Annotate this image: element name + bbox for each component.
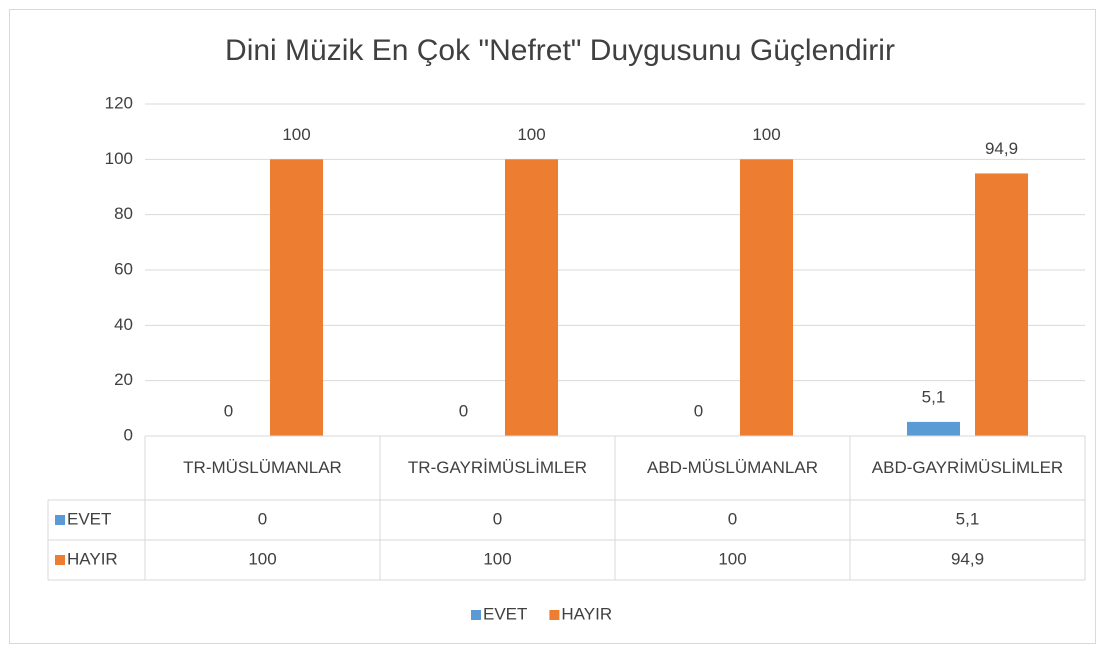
table-cell: 100 [718, 549, 746, 568]
x-tick-label-box: ABD-GAYRİMÜSLİMLER [871, 457, 1064, 477]
x-tick-label: TR-MÜSLÜMANLAR [183, 457, 342, 477]
data-label: 94,9 [985, 139, 1018, 158]
x-tick-label: ABD-MÜSLÜMANLAR [647, 457, 818, 477]
y-tick-label: 0 [124, 425, 133, 444]
legend-key [471, 610, 481, 620]
legend-key [549, 610, 560, 620]
x-tick-label-box: TR-GAYRİMÜSLİMLER [407, 457, 588, 477]
bar [505, 159, 558, 437]
y-tick-label: 120 [105, 93, 133, 112]
x-tick-label-box: TR-MÜSLÜMANLAR [183, 457, 342, 477]
data-label: 100 [752, 125, 780, 144]
data-label: 100 [517, 125, 545, 144]
table-legend-key [55, 555, 65, 565]
bar [907, 421, 960, 436]
data-label: 100 [282, 125, 310, 144]
table-cell: 0 [493, 509, 502, 528]
legend-label: EVET [483, 604, 527, 623]
table-row-label: HAYIR [67, 549, 118, 568]
x-tick-label: TR-GAYRİMÜSLİMLER [407, 457, 588, 477]
x-tick-label-box: ABD-MÜSLÜMANLAR [647, 457, 818, 477]
table-cell: 94,9 [951, 549, 984, 568]
table-row-label: EVET [67, 509, 111, 528]
legend-label: HAYIR [561, 604, 612, 623]
table-cell: 100 [483, 549, 511, 568]
data-label: 5,1 [922, 387, 946, 406]
data-label: 0 [224, 401, 233, 420]
table-cell: 100 [248, 549, 276, 568]
chart-title: Dini Müzik En Çok "Nefret" Duygusunu Güç… [225, 34, 895, 67]
x-tick-label: ABD-GAYRİMÜSLİMLER [871, 457, 1064, 477]
y-tick-label: 100 [105, 149, 133, 168]
table-cell: 0 [728, 509, 737, 528]
y-tick-label: 80 [114, 204, 133, 223]
bar [270, 159, 323, 437]
y-tick-label: 40 [114, 315, 133, 334]
y-tick-label: 20 [114, 370, 133, 389]
bar [740, 159, 793, 437]
table-legend-key [55, 515, 65, 525]
table-cell: 5,1 [956, 509, 980, 528]
data-label: 0 [694, 401, 703, 420]
bar [975, 173, 1028, 436]
data-label: 0 [459, 401, 468, 420]
y-tick-label: 60 [114, 259, 133, 278]
table-cell: 0 [258, 509, 267, 528]
